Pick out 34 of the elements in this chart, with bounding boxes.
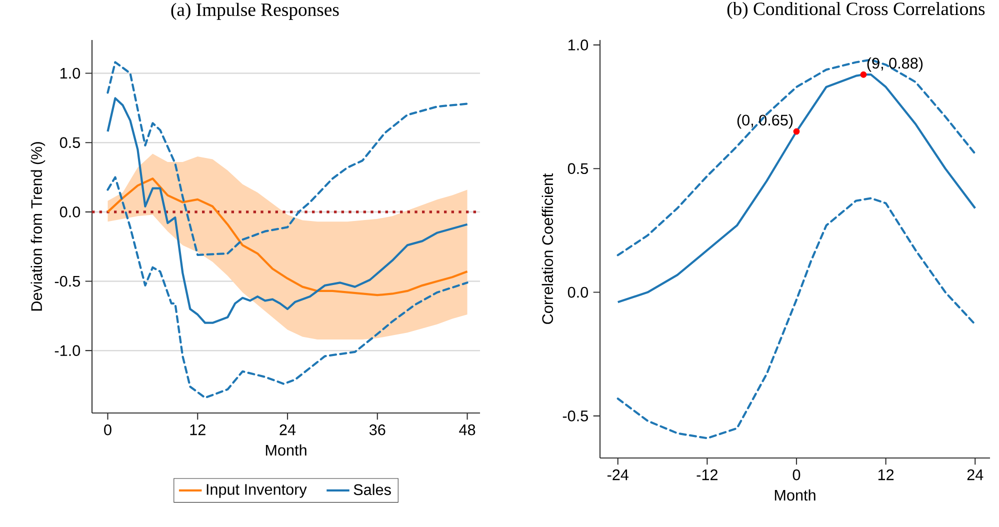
y-axis-title: Correlation Coefficient xyxy=(542,173,554,324)
x-axis-title: Month xyxy=(774,489,816,501)
y-tick-label: 0.5 xyxy=(568,163,588,174)
x-tick-label: 0 xyxy=(104,424,112,436)
line-series xyxy=(106,176,468,399)
chart-title: (a) Impulse Responses xyxy=(171,2,339,20)
x-tick-label: -12 xyxy=(696,469,718,480)
chart-title: (b) Conditional Cross Correlations xyxy=(727,2,985,19)
y-tick-label: -0.5 xyxy=(54,276,80,287)
x-axis-title: Month xyxy=(266,444,306,456)
y-tick-label: 0.0 xyxy=(60,206,80,218)
y-axis-title: Deviation from Trend (%) xyxy=(30,142,46,311)
x-tick-label: 48 xyxy=(459,424,476,436)
y-tick-label: 0.5 xyxy=(60,137,80,148)
legend-label: Sales xyxy=(354,484,391,496)
x-tick-label: -24 xyxy=(607,469,628,480)
annotation: (9, 0.88) xyxy=(867,57,923,72)
x-tick-label: 12 xyxy=(878,469,894,480)
y-tick-label: -0.5 xyxy=(562,410,588,422)
line-series xyxy=(616,58,976,256)
line-series xyxy=(106,97,468,324)
x-tick-label: 12 xyxy=(190,424,206,436)
line-series xyxy=(616,197,976,440)
x-tick-label: 24 xyxy=(967,469,984,480)
x-tick-label: 0 xyxy=(792,469,800,480)
legend-label: Input Inventory xyxy=(206,484,307,498)
y-tick-label: 0.0 xyxy=(568,286,588,298)
y-tick-label: -1.0 xyxy=(54,345,80,356)
x-tick-label: 36 xyxy=(369,424,386,436)
y-tick-label: 1.0 xyxy=(60,68,80,79)
y-tick-label: 1.0 xyxy=(568,40,588,50)
annotation: (0, 0.65) xyxy=(737,114,793,129)
line-series xyxy=(106,61,468,256)
x-tick-label: 24 xyxy=(280,424,296,436)
